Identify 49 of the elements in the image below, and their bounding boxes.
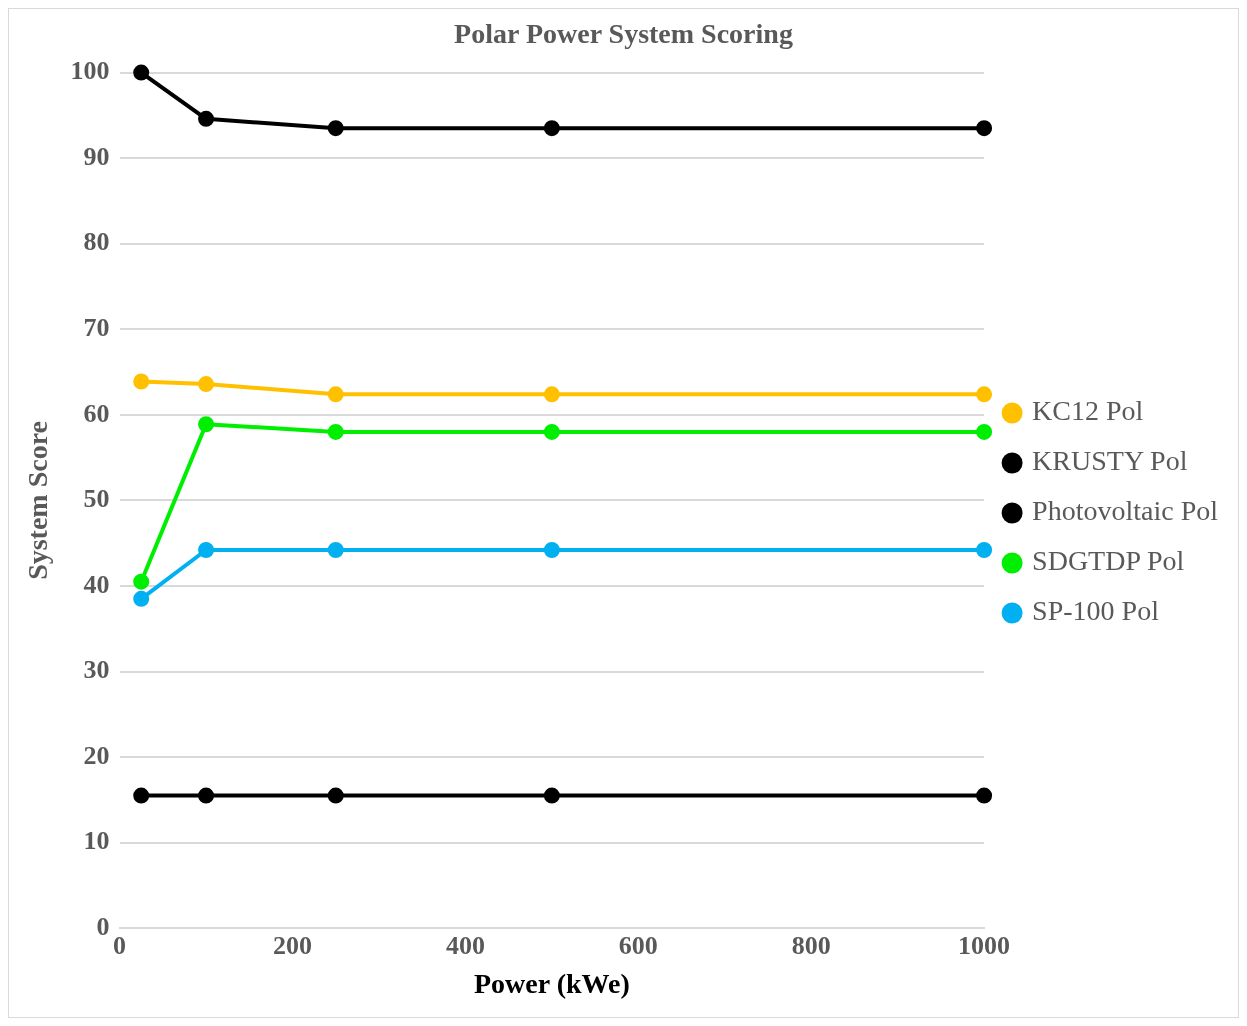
y-tick-label: 0 (96, 911, 110, 941)
y-axis-title: System Score (22, 420, 54, 580)
legend-label: SDGTDP Pol (1032, 545, 1185, 577)
point (976, 787, 993, 804)
x-tick-label: 1000 (958, 930, 1011, 960)
legend-label: SP-100 Pol (1032, 595, 1160, 627)
y-tick-label: 100 (70, 56, 110, 86)
point (543, 542, 560, 559)
y-tick-label: 90 (83, 141, 110, 171)
point (327, 423, 344, 440)
point (198, 110, 215, 127)
y-tick-label: 60 (83, 398, 110, 428)
point (976, 386, 993, 403)
y-tick-label: 70 (83, 313, 110, 342)
point (543, 423, 560, 440)
y-tick-label: 80 (83, 227, 110, 257)
point (198, 787, 215, 804)
point (133, 64, 150, 81)
y-tick-label: 50 (83, 484, 110, 514)
point (198, 542, 215, 559)
y-tick-label: 10 (83, 826, 110, 856)
legend-label: KRUSTY Pol (1032, 445, 1188, 477)
y-tick-label: 40 (83, 569, 110, 599)
point (976, 542, 993, 559)
point (327, 542, 344, 559)
point (133, 373, 150, 390)
point (543, 120, 560, 137)
point (133, 590, 150, 607)
x-tick-label: 400 (445, 930, 485, 960)
x-tick-label: 600 (618, 930, 658, 960)
y-tick-label: 20 (83, 740, 110, 770)
point (976, 423, 993, 440)
point (543, 787, 560, 804)
point (198, 416, 215, 433)
y-tick-label: 30 (83, 655, 110, 685)
legend-label: Photovoltaic Pol (1032, 495, 1219, 527)
legend-label: KC12 Pol (1032, 395, 1144, 427)
point (327, 386, 344, 403)
x-tick-label: 200 (273, 930, 312, 960)
point (198, 376, 215, 393)
x-axis-title: Power (kWe) (473, 968, 630, 1000)
point (976, 120, 993, 137)
point (543, 386, 560, 403)
point (327, 787, 344, 804)
chart-title: Polar Power System Scoring (454, 18, 793, 50)
x-tick-label: 800 (791, 930, 831, 960)
point (327, 120, 344, 137)
point (133, 787, 150, 804)
point (133, 573, 150, 590)
